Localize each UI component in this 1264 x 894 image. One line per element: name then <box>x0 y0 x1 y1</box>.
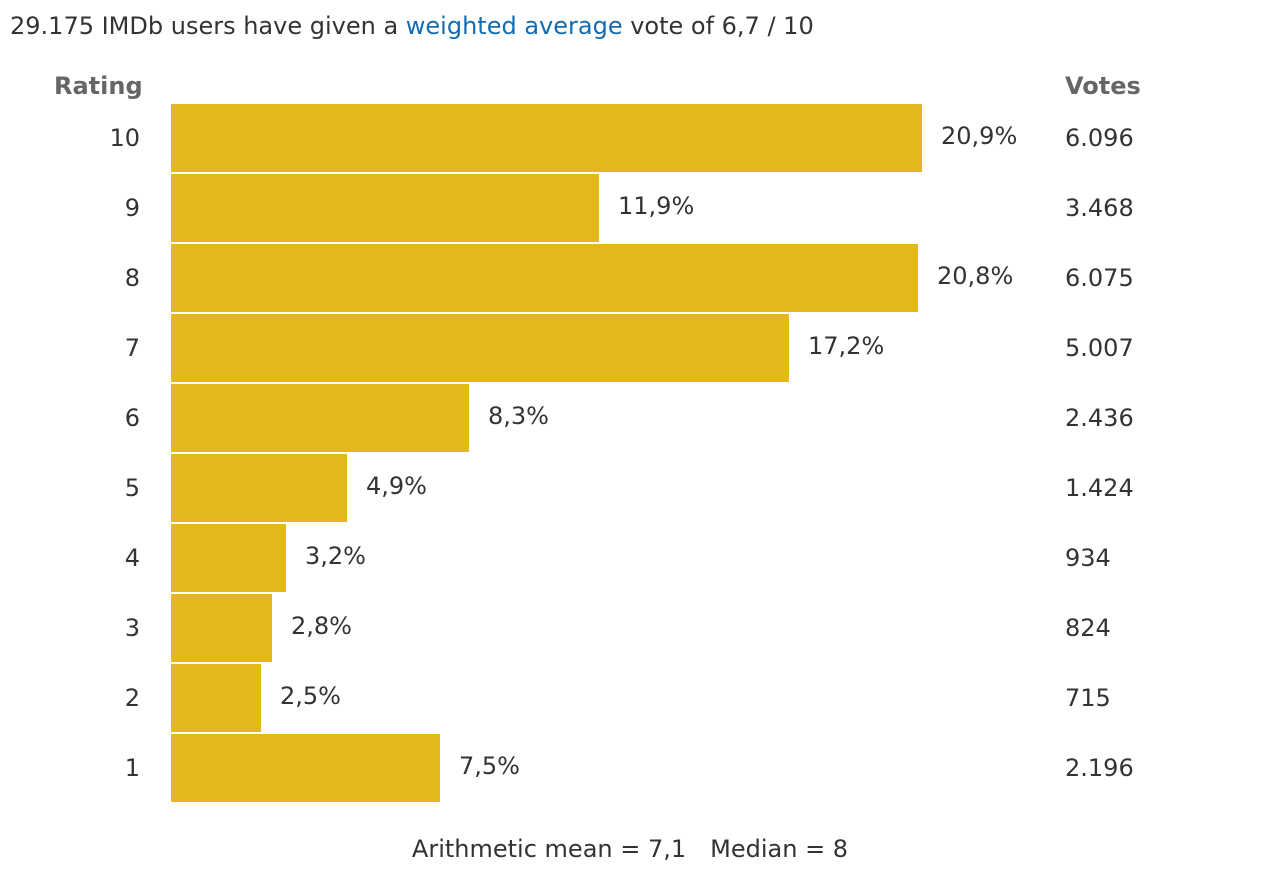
votes-column-header: Votes <box>1065 72 1141 100</box>
percent-label: 11,9% <box>618 192 695 220</box>
votes-count: 2.436 <box>1065 404 1134 432</box>
percent-label: 20,9% <box>941 122 1018 150</box>
votes-count: 1.424 <box>1065 474 1134 502</box>
weighted-average-link[interactable]: weighted average <box>405 12 623 40</box>
percent-label: 3,2% <box>305 542 366 570</box>
rating-label: 8 <box>124 264 140 292</box>
rating-bar[interactable] <box>171 734 440 802</box>
votes-count: 6.096 <box>1065 124 1134 152</box>
rating-label: 1 <box>124 754 140 782</box>
percent-label: 17,2% <box>808 332 885 360</box>
rating-bar[interactable] <box>171 524 286 592</box>
rating-label: 4 <box>124 544 140 572</box>
rating-bar[interactable] <box>171 454 347 522</box>
votes-count: 3.468 <box>1065 194 1134 222</box>
votes-count: 2.196 <box>1065 754 1134 782</box>
summary-prefix: 29.175 IMDb users have given a <box>10 12 406 40</box>
votes-count: 6.075 <box>1065 264 1134 292</box>
rating-label: 3 <box>124 614 140 642</box>
rating-label: 5 <box>124 474 140 502</box>
votes-count: 824 <box>1065 614 1111 642</box>
percent-label: 4,9% <box>366 472 427 500</box>
rating-bar[interactable] <box>171 244 918 312</box>
percent-label: 7,5% <box>459 752 520 780</box>
rating-label: 9 <box>124 194 140 222</box>
rating-label: 10 <box>109 124 140 152</box>
percent-label: 20,8% <box>937 262 1014 290</box>
rating-bar[interactable] <box>171 314 789 382</box>
rating-bar[interactable] <box>171 174 599 242</box>
votes-count: 5.007 <box>1065 334 1134 362</box>
rating-bar[interactable] <box>171 664 261 732</box>
stats-footer: Arithmetic mean = 7,1 Median = 8 <box>0 833 1264 865</box>
rating-label: 6 <box>124 404 140 432</box>
rating-label: 7 <box>124 334 140 362</box>
rating-bar[interactable] <box>171 594 272 662</box>
percent-label: 8,3% <box>488 402 549 430</box>
votes-count: 715 <box>1065 684 1111 712</box>
arithmetic-mean: Arithmetic mean = 7,1 <box>411 835 687 863</box>
median: Median = 8 <box>710 835 849 863</box>
percent-label: 2,8% <box>291 612 352 640</box>
percent-label: 2,5% <box>280 682 341 710</box>
rating-label: 2 <box>124 684 140 712</box>
summary-suffix: vote of 6,7 / 10 <box>622 12 814 40</box>
summary-line: 29.175 IMDb users have given a weighted … <box>10 10 814 42</box>
votes-count: 934 <box>1065 544 1111 572</box>
rating-column-header: Rating <box>54 72 143 100</box>
rating-bar[interactable] <box>171 384 469 452</box>
rating-bar[interactable] <box>171 104 922 172</box>
